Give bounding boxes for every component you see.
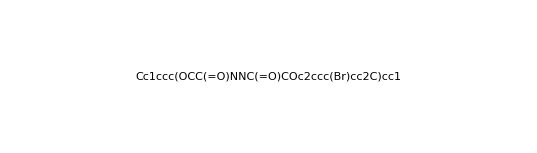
Text: Cc1ccc(OCC(=O)NNC(=O)COc2ccc(Br)cc2C)cc1: Cc1ccc(OCC(=O)NNC(=O)COc2ccc(Br)cc2C)cc1 [135, 71, 402, 82]
